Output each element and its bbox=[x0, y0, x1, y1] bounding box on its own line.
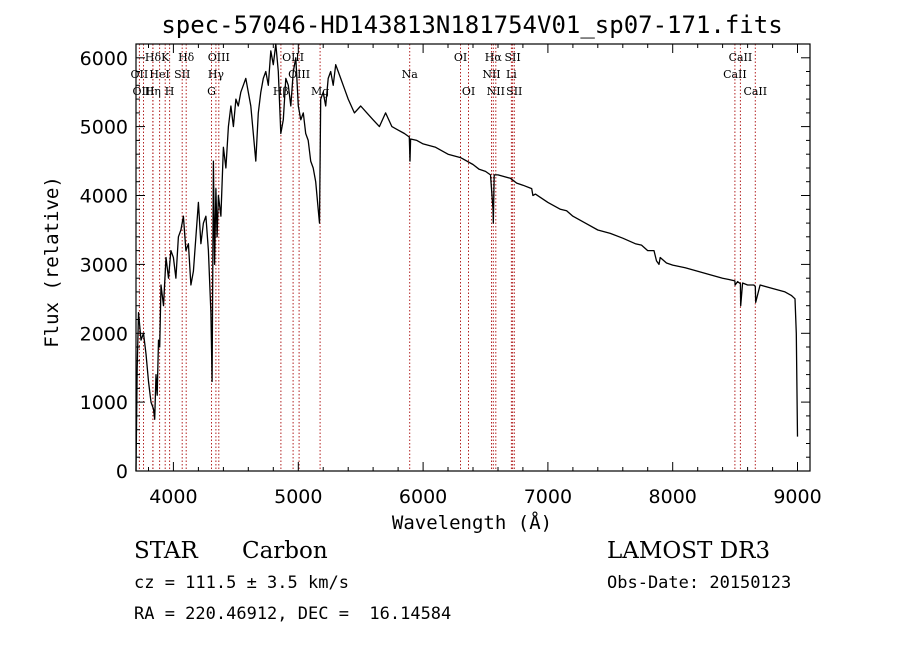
redshift-value: cz = 111.5 ± 3.5 km/s bbox=[134, 573, 349, 593]
line-label-20: NII bbox=[482, 68, 500, 81]
line-label-3: HeI bbox=[149, 68, 169, 81]
y-tick-label: 3000 bbox=[80, 254, 128, 276]
line-label-13: OIII bbox=[282, 51, 304, 64]
line-label-21: NII bbox=[487, 85, 505, 98]
y-axis-label: Flux (relative) bbox=[41, 176, 63, 348]
y-tick-label: 0 bbox=[116, 461, 128, 483]
line-label-11: G bbox=[207, 85, 216, 98]
y-tick-label: 5000 bbox=[80, 117, 128, 139]
line-label-14: OIII bbox=[288, 68, 310, 81]
plot-frame bbox=[135, 43, 811, 472]
spectrum-line bbox=[135, 43, 799, 472]
x-tick-label: 9000 bbox=[773, 486, 821, 508]
object-subclass: Carbon bbox=[242, 538, 328, 564]
line-label-15: Mg bbox=[311, 85, 329, 98]
line-label-16: Na bbox=[402, 68, 419, 81]
line-label-18: OI bbox=[462, 85, 475, 98]
line-label-9: OIII bbox=[208, 51, 230, 64]
y-tick-label: 6000 bbox=[80, 48, 128, 70]
line-label-23: Li bbox=[506, 68, 517, 81]
line-label-19: Hα bbox=[485, 51, 503, 64]
line-label-17: OI bbox=[454, 51, 467, 64]
survey-label: LAMOST DR3 bbox=[607, 538, 771, 564]
observation-date: Obs-Date: 20150123 bbox=[607, 573, 792, 593]
line-label-0: Hδ bbox=[145, 51, 162, 64]
x-tick-label: 4000 bbox=[149, 486, 197, 508]
line-label-12: Hβ bbox=[273, 85, 289, 98]
y-tick-label: 2000 bbox=[80, 323, 128, 345]
chart-title: spec-57046-HD143813N181754V01_sp07-171.f… bbox=[161, 11, 782, 39]
line-label-1: OII bbox=[131, 68, 149, 81]
line-label-5: K bbox=[161, 51, 170, 64]
line-label-24: SII bbox=[506, 85, 522, 98]
y-tick-label: 4000 bbox=[80, 186, 128, 208]
line-label-25: CaII bbox=[723, 68, 747, 81]
line-label-4: Hη bbox=[145, 85, 161, 98]
x-tick-label: 5000 bbox=[274, 486, 322, 508]
line-label-2: OIII bbox=[132, 85, 154, 98]
x-tick-label: 6000 bbox=[399, 486, 447, 508]
line-label-26: CaII bbox=[729, 51, 753, 64]
object-type: STAR bbox=[134, 538, 198, 564]
line-label-22: SII bbox=[504, 51, 520, 64]
x-tick-label: 8000 bbox=[649, 486, 697, 508]
line-label-8: Hδ bbox=[178, 51, 195, 64]
x-axis-label: Wavelength (Å) bbox=[392, 511, 552, 534]
line-label-10: Hγ bbox=[208, 68, 225, 81]
x-tick-label: 7000 bbox=[524, 486, 572, 508]
line-label-7: H bbox=[165, 85, 175, 98]
line-label-6: SII bbox=[174, 68, 190, 81]
coordinates: RA = 220.46912, DEC = 16.14584 bbox=[134, 604, 452, 624]
line-label-27: CaII bbox=[743, 85, 767, 98]
y-tick-label: 1000 bbox=[80, 392, 128, 414]
